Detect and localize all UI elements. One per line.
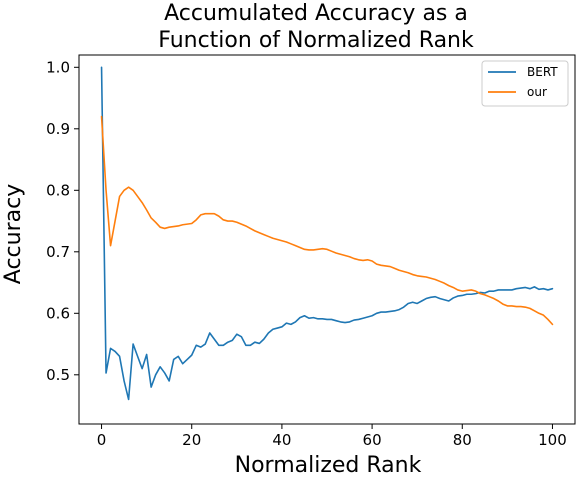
y-ticks: 0.5 0.6 0.7 0.8 0.9 1.0 [46, 58, 79, 384]
series-group [100, 66, 554, 401]
chart-title-line-1: Accumulated Accuracy as a [164, 1, 468, 26]
x-ticks: 0 20 40 60 80 100 [97, 424, 567, 449]
y-tick-label: 1.0 [46, 58, 70, 76]
series-line-our [100, 115, 554, 326]
y-tick-label: 0.6 [46, 304, 70, 322]
chart-title-line-2: Function of Normalized Rank [158, 28, 474, 53]
legend-label-bert: BERT [527, 65, 558, 79]
y-tick-label: 0.7 [46, 243, 70, 261]
x-axis-label: Normalized Rank [235, 453, 422, 475]
x-tick-label: 100 [538, 431, 567, 449]
y-tick-label: 0.5 [46, 366, 70, 384]
x-tick-label: 20 [182, 431, 201, 449]
y-tick-label: 0.9 [46, 120, 70, 138]
x-tick-label: 40 [272, 431, 291, 449]
legend: BERT our [481, 60, 569, 107]
plot-frame [78, 54, 576, 425]
x-tick-label: 60 [363, 431, 382, 449]
x-tick-label: 0 [97, 431, 107, 449]
x-tick-label: 80 [453, 431, 472, 449]
legend-label-our: our [527, 85, 547, 99]
series-line-bert [100, 66, 554, 401]
y-axis-label: Accuracy [1, 184, 26, 284]
y-tick-label: 0.8 [46, 181, 70, 199]
